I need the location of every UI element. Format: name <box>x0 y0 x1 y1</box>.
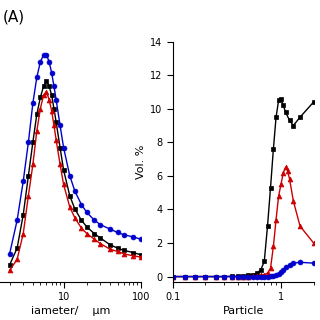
Text: (A): (A) <box>3 10 25 25</box>
X-axis label: iameter/    μm: iameter/ μm <box>31 306 110 316</box>
X-axis label: Particle: Particle <box>222 306 264 316</box>
Y-axis label: Vol. %: Vol. % <box>136 144 146 179</box>
